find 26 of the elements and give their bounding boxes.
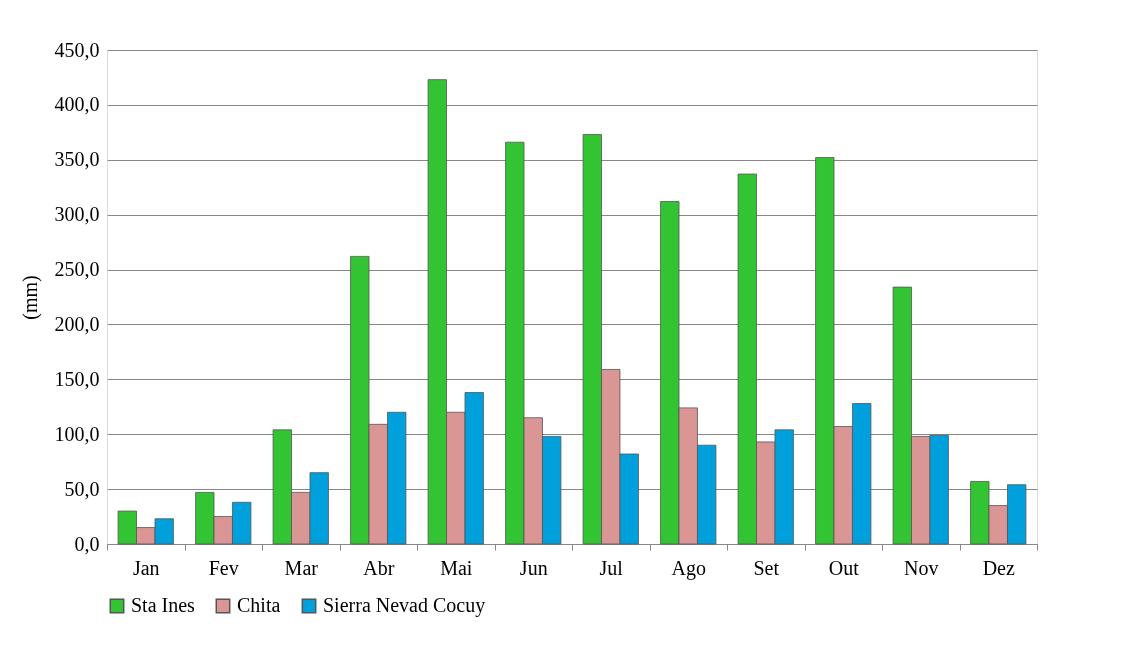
y-tick-label: 50,0 (64, 477, 100, 500)
y-tick-label: 450,0 (54, 38, 100, 61)
x-tick-label: Nov (904, 556, 939, 579)
legend-label: Sierra Nevad Cocuy (323, 594, 486, 617)
x-tick-label: Abr (363, 556, 395, 579)
y-tick-label: 150,0 (54, 367, 100, 390)
x-tick-label: Out (828, 556, 860, 579)
x-tick-label: Set (753, 556, 780, 579)
x-tick-label: Ago (671, 556, 706, 580)
x-tick-label: Fev (208, 556, 239, 579)
x-tick-label: Dez (982, 556, 1015, 579)
y-tick-label: 400,0 (54, 93, 100, 116)
x-tick-label: Jul (599, 556, 624, 579)
x-tick-label: Jun (519, 556, 548, 579)
y-axis-title: (mm) (18, 275, 42, 320)
x-tick-label: Jan (132, 556, 160, 579)
y-tick-label: 250,0 (54, 258, 100, 281)
y-tick-label: 200,0 (54, 312, 100, 335)
y-tick-label: 350,0 (54, 148, 100, 171)
x-tick-label: Mar (284, 556, 319, 579)
legend-label: Chita (237, 594, 281, 616)
y-tick-label: 100,0 (54, 422, 100, 445)
y-tick-label: 0,0 (74, 532, 100, 555)
y-tick-label: 300,0 (54, 203, 100, 226)
x-tick-label: Mai (440, 556, 473, 579)
legend-label: Sta Ines (131, 594, 196, 616)
